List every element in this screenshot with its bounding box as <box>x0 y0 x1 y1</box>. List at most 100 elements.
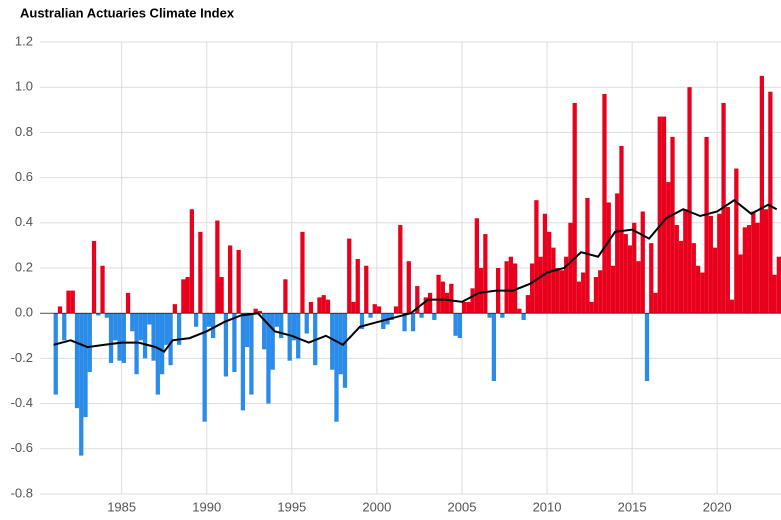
bar <box>530 263 535 314</box>
bar <box>287 313 292 361</box>
bar <box>466 301 471 314</box>
bar <box>87 313 92 372</box>
bar <box>134 313 139 375</box>
bar <box>615 193 620 314</box>
bar <box>108 313 114 363</box>
bar <box>666 182 671 314</box>
y-tick-label: -0.2 <box>11 350 33 365</box>
bar <box>236 249 241 314</box>
bar <box>359 313 365 330</box>
bar <box>717 213 722 314</box>
bar <box>155 313 160 395</box>
bar <box>189 209 194 314</box>
bar <box>670 136 675 314</box>
bar <box>317 297 322 314</box>
bar <box>223 313 229 377</box>
x-tick-label: 2005 <box>448 499 477 514</box>
bar <box>249 313 254 395</box>
bar <box>683 209 688 314</box>
bar <box>432 313 437 320</box>
bar <box>257 310 263 314</box>
bar <box>734 168 739 314</box>
bar <box>640 211 645 314</box>
bar <box>74 313 80 409</box>
bar <box>602 93 607 314</box>
bar <box>279 313 284 339</box>
bar <box>483 234 488 314</box>
bar <box>53 313 58 395</box>
bar <box>491 313 496 381</box>
bar <box>593 277 599 314</box>
y-tick-label: 0.0 <box>15 305 33 320</box>
bar <box>176 313 182 345</box>
bar <box>423 297 428 314</box>
bar <box>653 292 658 314</box>
bar <box>147 313 152 325</box>
bar <box>742 227 747 314</box>
bar <box>347 238 352 314</box>
bar <box>364 265 369 314</box>
bar <box>206 313 211 327</box>
x-tick-label: 2010 <box>533 499 562 514</box>
bar <box>181 279 186 314</box>
bar <box>308 301 314 314</box>
bar <box>500 313 505 318</box>
bar <box>164 313 169 345</box>
bar <box>534 200 539 314</box>
bar <box>168 313 173 366</box>
bar <box>57 306 63 314</box>
chart-title: Australian Actuaries Climate Index <box>20 5 235 20</box>
bar <box>751 211 756 314</box>
y-tick-label: -0.8 <box>11 485 33 500</box>
bar <box>644 313 650 381</box>
bar <box>321 295 326 314</box>
bar <box>130 313 135 332</box>
bar <box>725 206 730 314</box>
bar <box>402 313 407 332</box>
bar <box>678 240 684 314</box>
bar <box>508 256 514 314</box>
bar <box>712 247 718 314</box>
bar <box>632 222 637 314</box>
bar <box>564 256 569 314</box>
bar <box>738 254 743 314</box>
bar <box>202 313 207 422</box>
bar <box>708 216 713 314</box>
bar <box>240 313 246 411</box>
bar <box>96 313 101 316</box>
bar <box>66 290 71 314</box>
bar <box>410 313 416 332</box>
x-tick-label: 1985 <box>107 499 136 514</box>
bar <box>104 313 109 318</box>
bar <box>215 220 220 314</box>
bar <box>521 313 526 320</box>
bar <box>687 87 692 314</box>
bar <box>572 103 577 314</box>
x-tick-label: 1990 <box>192 499 221 514</box>
bar <box>415 286 420 314</box>
y-tick-label: 0.6 <box>15 169 33 184</box>
bar <box>245 313 250 348</box>
bar <box>746 225 752 314</box>
bar <box>568 222 573 314</box>
y-tick-label: 0.2 <box>15 259 33 274</box>
bar <box>627 245 633 314</box>
y-tick-label: -0.6 <box>11 440 33 455</box>
bar <box>470 288 475 314</box>
bar <box>138 313 143 341</box>
bar <box>376 306 382 314</box>
x-tick-label: 1995 <box>277 499 306 514</box>
bar <box>351 301 356 314</box>
bar <box>419 313 424 318</box>
bar <box>444 292 450 314</box>
bar <box>504 261 509 314</box>
bar <box>121 313 126 363</box>
bar <box>478 268 484 314</box>
bar <box>606 202 611 314</box>
bar <box>768 91 773 314</box>
bar <box>274 313 280 327</box>
bar <box>211 313 216 339</box>
bar <box>619 145 624 314</box>
bar <box>398 225 403 314</box>
bar <box>674 225 679 314</box>
